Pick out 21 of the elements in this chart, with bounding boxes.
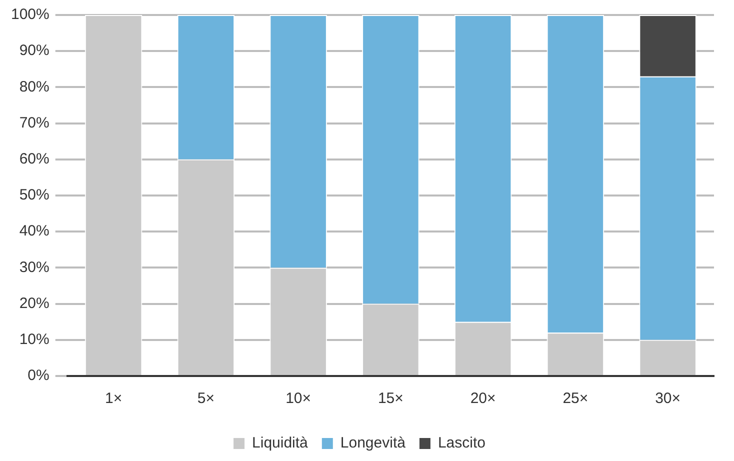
y-tick-label: 40% <box>19 222 50 240</box>
y-tick-label: 90% <box>19 42 50 60</box>
legend-label: Liquidità <box>252 434 309 452</box>
legend-label: Lascito <box>438 434 486 452</box>
x-tick-label: 25× <box>562 390 588 408</box>
x-tick-label: 1× <box>105 390 122 408</box>
y-tick-label: 100% <box>10 6 50 24</box>
y-tick-label: 30% <box>19 258 50 276</box>
y-tick-label: 20% <box>19 294 50 312</box>
y-tick-label: 0% <box>28 367 50 384</box>
y-tick-label: 10% <box>19 331 50 348</box>
y-tick-label: 50% <box>19 186 50 204</box>
x-tick-label: 5× <box>197 390 214 408</box>
legend-label: Longevità <box>340 434 406 452</box>
x-tick-label: 20× <box>470 390 496 408</box>
x-tick-label: 10× <box>286 390 312 408</box>
y-tick-label: 70% <box>19 114 50 132</box>
y-tick-label: 80% <box>19 78 50 96</box>
y-tick-label: 60% <box>19 150 50 168</box>
x-tick-label: 15× <box>378 390 404 408</box>
x-tick-label: 30× <box>655 390 681 408</box>
